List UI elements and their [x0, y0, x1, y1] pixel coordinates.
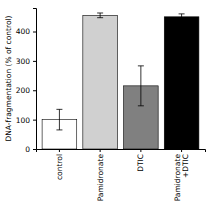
error-bar: [179, 14, 185, 20]
y-tick-label: 300: [16, 57, 31, 66]
y-tick-label: 400: [16, 27, 31, 36]
x-tick-label: control: [55, 154, 64, 180]
y-tick-label: 0: [25, 145, 30, 154]
x-tick: Pamidronate+DTIC: [173, 149, 190, 201]
y-axis: 0 100 200 300 400: [16, 9, 37, 154]
error-bar: [97, 13, 103, 18]
x-tick-label: DTIC: [136, 154, 145, 172]
error-bar: [138, 66, 144, 106]
y-tick-label: 200: [16, 86, 31, 95]
y-tick-mark: [33, 90, 36, 91]
y-tick-mark: [33, 61, 36, 62]
y-tick: 100: [16, 116, 36, 125]
error-bar: [56, 109, 62, 130]
chart-container: 0 100 200 300 400 control Pamidronate DTIC Pamid…: [0, 0, 211, 211]
y-tick-label: 100: [16, 116, 31, 125]
y-tick-mark: [33, 32, 36, 33]
y-tick-mark: [33, 120, 36, 121]
bar: [164, 17, 199, 149]
x-axis: control Pamidronate DTIC Pamidronate+DTIC: [37, 149, 206, 201]
y-tick: 0: [25, 145, 36, 154]
x-axis-line: [37, 150, 206, 153]
bar: [83, 15, 118, 149]
plot-area: [42, 13, 199, 149]
x-tick-mark: [181, 149, 182, 152]
x-tick-label: Pamidronate: [96, 154, 105, 202]
chart: 0 100 200 300 400 control Pamidronate DTIC Pamid…: [0, 0, 211, 211]
y-axis-line: [33, 9, 37, 150]
y-tick: 400: [16, 27, 36, 36]
x-tick-mark: [100, 149, 101, 152]
y-tick-mark: [33, 149, 36, 150]
y-tick: 300: [16, 57, 36, 66]
x-tick: Pamidronate: [96, 149, 105, 201]
x-tick: control: [55, 149, 64, 180]
y-axis-title: DNA-fragmentation (% of control): [4, 15, 13, 141]
x-tick-mark: [140, 149, 141, 152]
x-tick-mark: [59, 149, 60, 152]
x-tick: DTIC: [136, 149, 145, 172]
y-tick: 200: [16, 86, 36, 95]
x-tick-label: Pamidronate+DTIC: [173, 154, 190, 202]
